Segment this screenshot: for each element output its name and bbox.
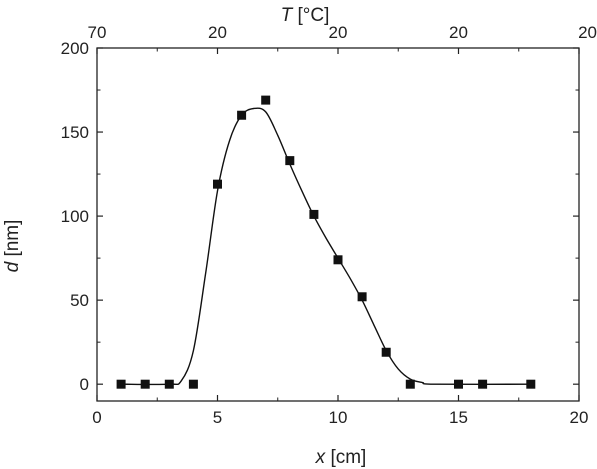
x-axis-unit: [cm] (330, 447, 366, 468)
data-point (140, 379, 150, 389)
data-point (285, 156, 295, 166)
data-point (188, 379, 198, 389)
x-axis-symbol: x (315, 447, 327, 468)
y-axis-title: d [nm] (2, 220, 23, 273)
data-point (116, 379, 126, 389)
y-tick-label: 200 (61, 39, 89, 58)
top-tick-label: 20 (578, 23, 597, 42)
x-axis-title: x [cm] (315, 447, 367, 468)
data-point (164, 379, 174, 389)
x-tick-label: 15 (449, 408, 468, 427)
data-point (478, 379, 488, 389)
data-point (309, 209, 319, 219)
data-point (261, 95, 271, 105)
plot-marks (116, 95, 536, 389)
y-tick-label: 100 (61, 207, 89, 226)
fit-line (121, 107, 531, 386)
x-tick-label: 20 (570, 408, 589, 427)
x-tick-label: 5 (213, 408, 222, 427)
plot-frame (96, 47, 580, 402)
x-tick-label: 10 (329, 408, 348, 427)
plot-axes (96, 47, 580, 402)
data-point (213, 179, 222, 189)
top-axis-symbol: T (281, 5, 294, 26)
data-point (357, 292, 367, 302)
top-axis-title: T [°C] (281, 5, 330, 26)
data-point (526, 379, 536, 389)
x-tick-label: 0 (92, 408, 101, 427)
y-axis-symbol: d (2, 260, 23, 272)
y-tick-label: 50 (70, 291, 89, 310)
data-point (381, 347, 391, 357)
data-point (333, 255, 343, 265)
top-tick-label: 20 (329, 23, 348, 42)
data-point (237, 110, 247, 120)
y-tick-label: 0 (80, 375, 89, 394)
top-tick-label: 70 (88, 23, 107, 42)
top-tick-label: 20 (449, 23, 468, 42)
top-tick-label: 20 (208, 23, 227, 42)
top-axis-unit: [°C] (298, 5, 330, 26)
y-tick-label: 150 (61, 123, 89, 142)
data-point (454, 379, 463, 389)
data-point (405, 379, 415, 389)
y-axis-unit: [nm] (2, 220, 23, 257)
